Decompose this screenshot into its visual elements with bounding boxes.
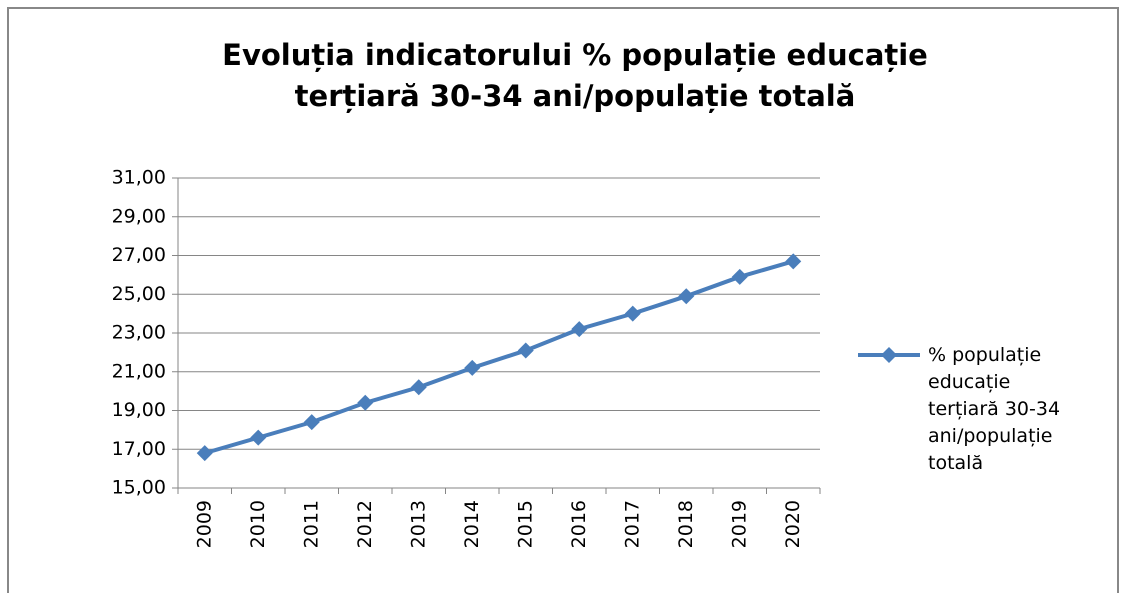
marker bbox=[571, 321, 588, 338]
y-tick-label: 19,00 bbox=[112, 399, 166, 421]
chart-title: terțiară 30-34 ani/populație totală bbox=[295, 79, 856, 113]
line bbox=[204, 259, 794, 456]
chart-title: Evoluția indicatorului % populație educa… bbox=[222, 38, 928, 72]
marker bbox=[517, 342, 534, 359]
x-tick-label: 2012 bbox=[354, 500, 376, 548]
y-tick-label: 27,00 bbox=[112, 244, 166, 266]
chart-frame bbox=[7, 7, 1119, 593]
x-tick-label: 2015 bbox=[514, 500, 536, 548]
legend-label-line: terțiară 30-34 bbox=[928, 398, 1060, 420]
x-tick-label: 2016 bbox=[568, 500, 590, 548]
y-tick-label: 31,00 bbox=[112, 167, 166, 189]
y-tick-label: 23,00 bbox=[112, 322, 166, 344]
x-tick-label: 2020 bbox=[782, 500, 804, 548]
legend-label-line: totală bbox=[928, 452, 983, 474]
x-tick-label: 2019 bbox=[728, 500, 750, 548]
x-tick-label: 2013 bbox=[407, 500, 429, 548]
legend-label-line: educație bbox=[928, 371, 1010, 393]
legend-marker bbox=[881, 347, 897, 363]
y-tick-label: 17,00 bbox=[112, 438, 166, 460]
marker bbox=[250, 429, 267, 446]
legend-label-line: % populație bbox=[928, 344, 1041, 366]
marker bbox=[196, 445, 213, 462]
x-tick-label: 2010 bbox=[247, 500, 269, 548]
y-tick-label: 15,00 bbox=[112, 477, 166, 499]
legend-label: % populație educație terțiară 30-34 ani/pop… bbox=[928, 344, 1060, 474]
marker bbox=[678, 288, 695, 305]
x-tick-label: 2018 bbox=[675, 500, 697, 548]
marker bbox=[785, 253, 802, 270]
x-tick-label: 2009 bbox=[193, 500, 215, 548]
marker bbox=[464, 359, 481, 376]
marker bbox=[303, 414, 320, 431]
legend-label-line: ani/populație bbox=[928, 425, 1053, 447]
x-tick-label: 2017 bbox=[621, 500, 643, 548]
marker bbox=[410, 379, 427, 396]
x-tick-label: 2011 bbox=[300, 500, 322, 548]
marker bbox=[357, 394, 374, 411]
marker bbox=[731, 268, 748, 285]
y-tick-label: 25,00 bbox=[112, 283, 166, 305]
y-tick-label: 21,00 bbox=[112, 360, 166, 382]
marker bbox=[624, 305, 641, 322]
y-tick-label: 29,00 bbox=[112, 205, 166, 227]
x-tick-label: 2014 bbox=[461, 500, 483, 548]
